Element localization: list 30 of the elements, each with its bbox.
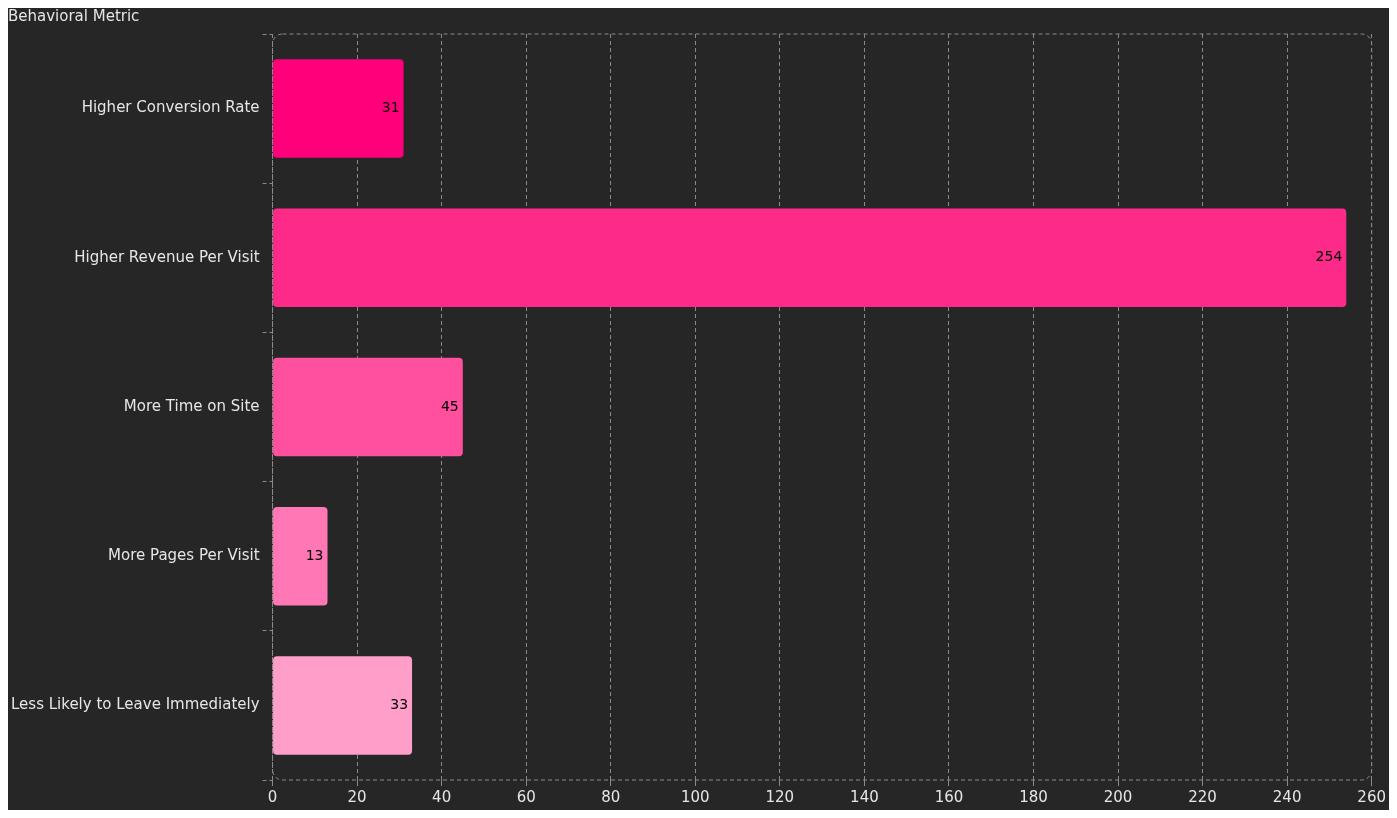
x-tick-label: 240 [1272,787,1302,806]
y-tick-label: Higher Conversion Rate [81,98,260,117]
x-tick-label: 220 [1188,787,1217,806]
y-tick-label: Higher Revenue Per Visit [74,247,260,266]
data-label: 254 [1315,248,1343,265]
bar [273,357,463,457]
data-label: 13 [305,546,324,563]
x-tick-label: 20 [347,787,367,806]
x-tick-label: 260 [1357,787,1387,806]
bar [273,506,328,606]
y-tick-label: More Pages Per Visit [108,546,260,565]
x-tick-label: 160 [934,787,964,806]
bar [273,59,404,158]
x-tick-label: 120 [765,787,795,806]
x-tick-label: 140 [850,787,879,806]
bar [273,656,413,755]
x-tick-label: 80 [601,787,621,806]
data-label: 33 [390,696,409,713]
data-label: 31 [381,99,400,116]
x-tick-label: 100 [680,787,710,806]
x-tick-label: 180 [1019,787,1048,806]
y-tick-label: Less Likely to Leave Immediately [11,695,260,714]
y-axis-title: Behavioral Metric [8,7,140,26]
y-tick-label: More Time on Site [123,396,260,415]
bar [273,208,1347,308]
x-tick-label: 0 [267,787,278,806]
x-tick-label: 200 [1103,787,1133,806]
x-tick-label: 60 [516,787,536,806]
x-tick-label: 40 [432,787,452,806]
data-label: 45 [440,397,459,414]
